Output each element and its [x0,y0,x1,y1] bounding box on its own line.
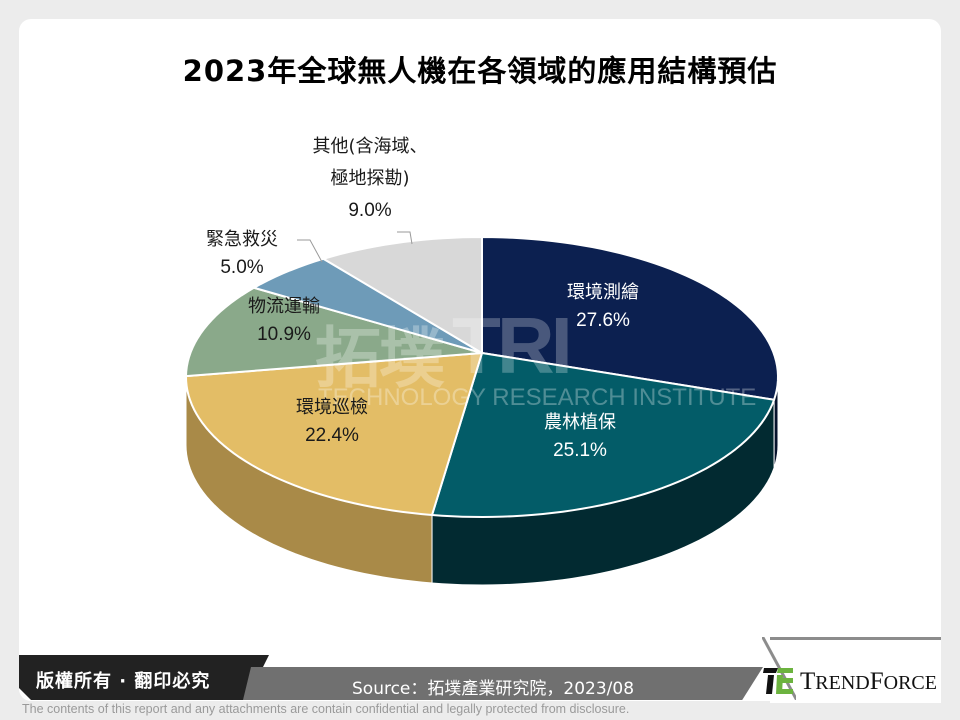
logo-panel [770,637,941,703]
label-name: 緊急救災 [206,229,278,250]
leader-lines [297,231,413,263]
pie-slice-logistics [185,286,483,378]
data-label-emergency: 緊急救災 5.0% [187,226,297,282]
label-value: 10.9% [257,324,311,345]
pie-slice-emergency [252,257,483,354]
label-value: 5.0% [220,257,264,278]
copyright-text: 版權所有 · 翻印必究 [36,671,211,692]
leader-line-other [397,231,413,245]
label-name: 物流運輸 [248,296,320,317]
chart-title: 2023年全球無人機在各領域的應用結構預估 [182,54,778,88]
disclaimer-text: The contents of this report and any atta… [22,702,630,716]
label-name: 環境巡檢 [296,397,368,418]
trendforce-logo-icon [763,668,793,694]
label-name: 農林植保 [544,412,616,433]
label-value: 25.1% [553,440,607,461]
watermark-text: TECHNOLOGY RESEARCH INSTITUTE [318,384,757,411]
data-label-logistics: 物流運輸 10.9% [229,293,339,349]
source-band [243,667,763,700]
leader-line-emergency [297,239,323,263]
data-label-other: 其他(含海域、 極地探勘) 9.0% [290,131,450,227]
trendforce-wordmark: TRENDFORCE [800,668,937,695]
label-name-line1: 其他(含海域、 [312,136,428,157]
pie-slice-agriculture [431,352,776,518]
data-label-agriculture: 農林植保 25.1% [525,409,635,465]
pie-top-face [185,236,779,518]
label-value: 27.6% [576,310,630,331]
label-value: 22.4% [305,425,359,446]
watermark-logo-cn: 拓墣 [315,320,445,397]
label-name-line2: 極地探勘) [330,168,410,189]
data-label-mapping: 環境測繪 27.6% [548,279,658,335]
data-label-inspection: 環境巡檢 22.4% [277,394,387,450]
label-name: 環境測繪 [567,282,639,303]
source-text: Source：拓墣產業研究院，2023/08 [352,679,635,699]
pie-slice-inspection [185,352,483,516]
watermark-logo-tri: TRI [452,301,573,390]
pie-slice-other [322,236,483,354]
label-value: 9.0% [348,200,392,221]
pie-slice-mapping [481,236,779,401]
copyright-band [19,655,269,700]
